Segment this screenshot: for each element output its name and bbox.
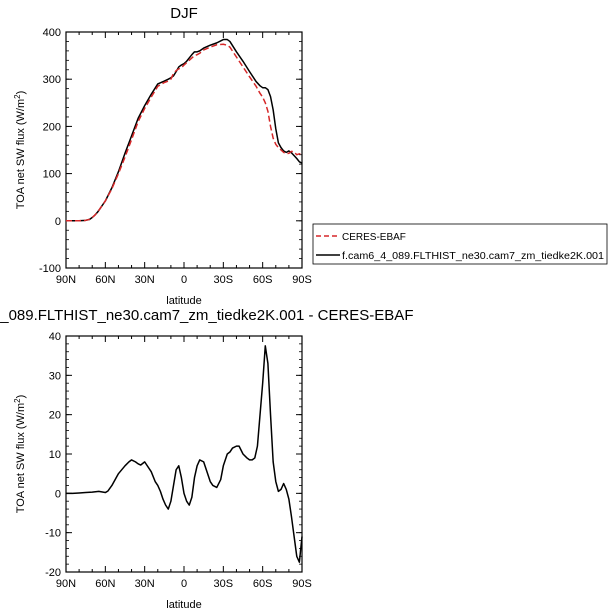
chart-top-ytick-label: 400: [43, 27, 61, 39]
chart-bottom-ytick-label: 30: [49, 370, 61, 382]
chart-top-xtick-label: 30N: [135, 274, 155, 286]
chart-bottom-xtick-label: 0: [181, 578, 187, 590]
chart-top-ytick-label: 0: [55, 216, 61, 228]
chart-bottom-ytick-label: 0: [55, 488, 61, 500]
chart-top: DJF 90N 60N 30N 0 30S 60S 90S -100 0 100 200 300 400…: [13, 5, 312, 307]
chart-bottom-plot-frame: [65, 335, 303, 573]
chart-top-ticks: 90N 60N 30N 0 30S 60S 90S -100 0 100 200 300 400: [39, 27, 312, 286]
legend-label-ceres: CERES-EBAF: [342, 232, 406, 243]
chart-top-ytick-label: 300: [43, 74, 61, 86]
chart-bottom-xtick-label: 60N: [95, 578, 115, 590]
chart-top-xtick-label: 60N: [95, 274, 115, 286]
chart-top-xtick-label: 90N: [56, 274, 76, 286]
chart-bottom-xtick-label: 30N: [135, 578, 155, 590]
chart-bottom-xtick-label: 60S: [253, 578, 273, 590]
chart-bottom-series: [66, 345, 303, 563]
chart-bottom-series-line-0: [66, 345, 303, 563]
legend: CERES-EBAF f.cam6_4_089.FLTHIST_ne30.cam…: [312, 223, 608, 265]
chart-bottom: f.cam6_4_089.FLTHIST_ne30.cam7_zm_tiedke…: [0, 307, 413, 611]
legend-box: [312, 223, 608, 265]
chart-top-ytick-label: 100: [43, 169, 61, 181]
chart-top-ylabel: TOA net SW flux (W/m2): [13, 91, 27, 210]
legend-label-model: f.cam6_4_089.FLTHIST_ne30.cam7_zm_tiedke…: [342, 251, 604, 262]
chart-bottom-title: f.cam6_4_089.FLTHIST_ne30.cam7_zm_tiedke…: [0, 307, 413, 324]
chart-top-series-line-1: [66, 38, 303, 222]
chart-top-xtick-label: 60S: [253, 274, 273, 286]
chart-bottom-ytick-label: 40: [49, 331, 61, 343]
chart-top-xtick-label: 0: [181, 274, 187, 286]
chart-bottom-xlabel: latitude: [166, 599, 201, 611]
chart-bottom-ylabel: TOA net SW flux (W/m2): [13, 395, 27, 514]
chart-top-title: DJF: [170, 5, 198, 22]
chart-top-series: [66, 38, 303, 222]
chart-top-xtick-label: 90S: [292, 274, 312, 286]
chart-bottom-ticks: 90N 60N 30N 0 30S 60S 90S -20 -10 0 10 20 30 40: [45, 331, 312, 590]
chart-top-plot-frame: [65, 31, 303, 269]
chart-bottom-xtick-label: 30S: [214, 578, 234, 590]
chart-top-ytick-label: -100: [39, 263, 61, 275]
chart-top-xtick-label: 30S: [214, 274, 234, 286]
chart-bottom-ytick-label: -20: [45, 567, 61, 579]
chart-top-xlabel: latitude: [166, 295, 201, 307]
chart-top-series-line-0: [66, 43, 303, 222]
chart-bottom-ytick-label: 20: [49, 410, 61, 422]
chart-bottom-xtick-label: 90S: [292, 578, 312, 590]
chart-bottom-xtick-label: 90N: [56, 578, 76, 590]
chart-bottom-ytick-label: 10: [49, 449, 61, 461]
chart-bottom-ytick-label: -10: [45, 528, 61, 540]
chart-top-ytick-label: 200: [43, 121, 61, 133]
